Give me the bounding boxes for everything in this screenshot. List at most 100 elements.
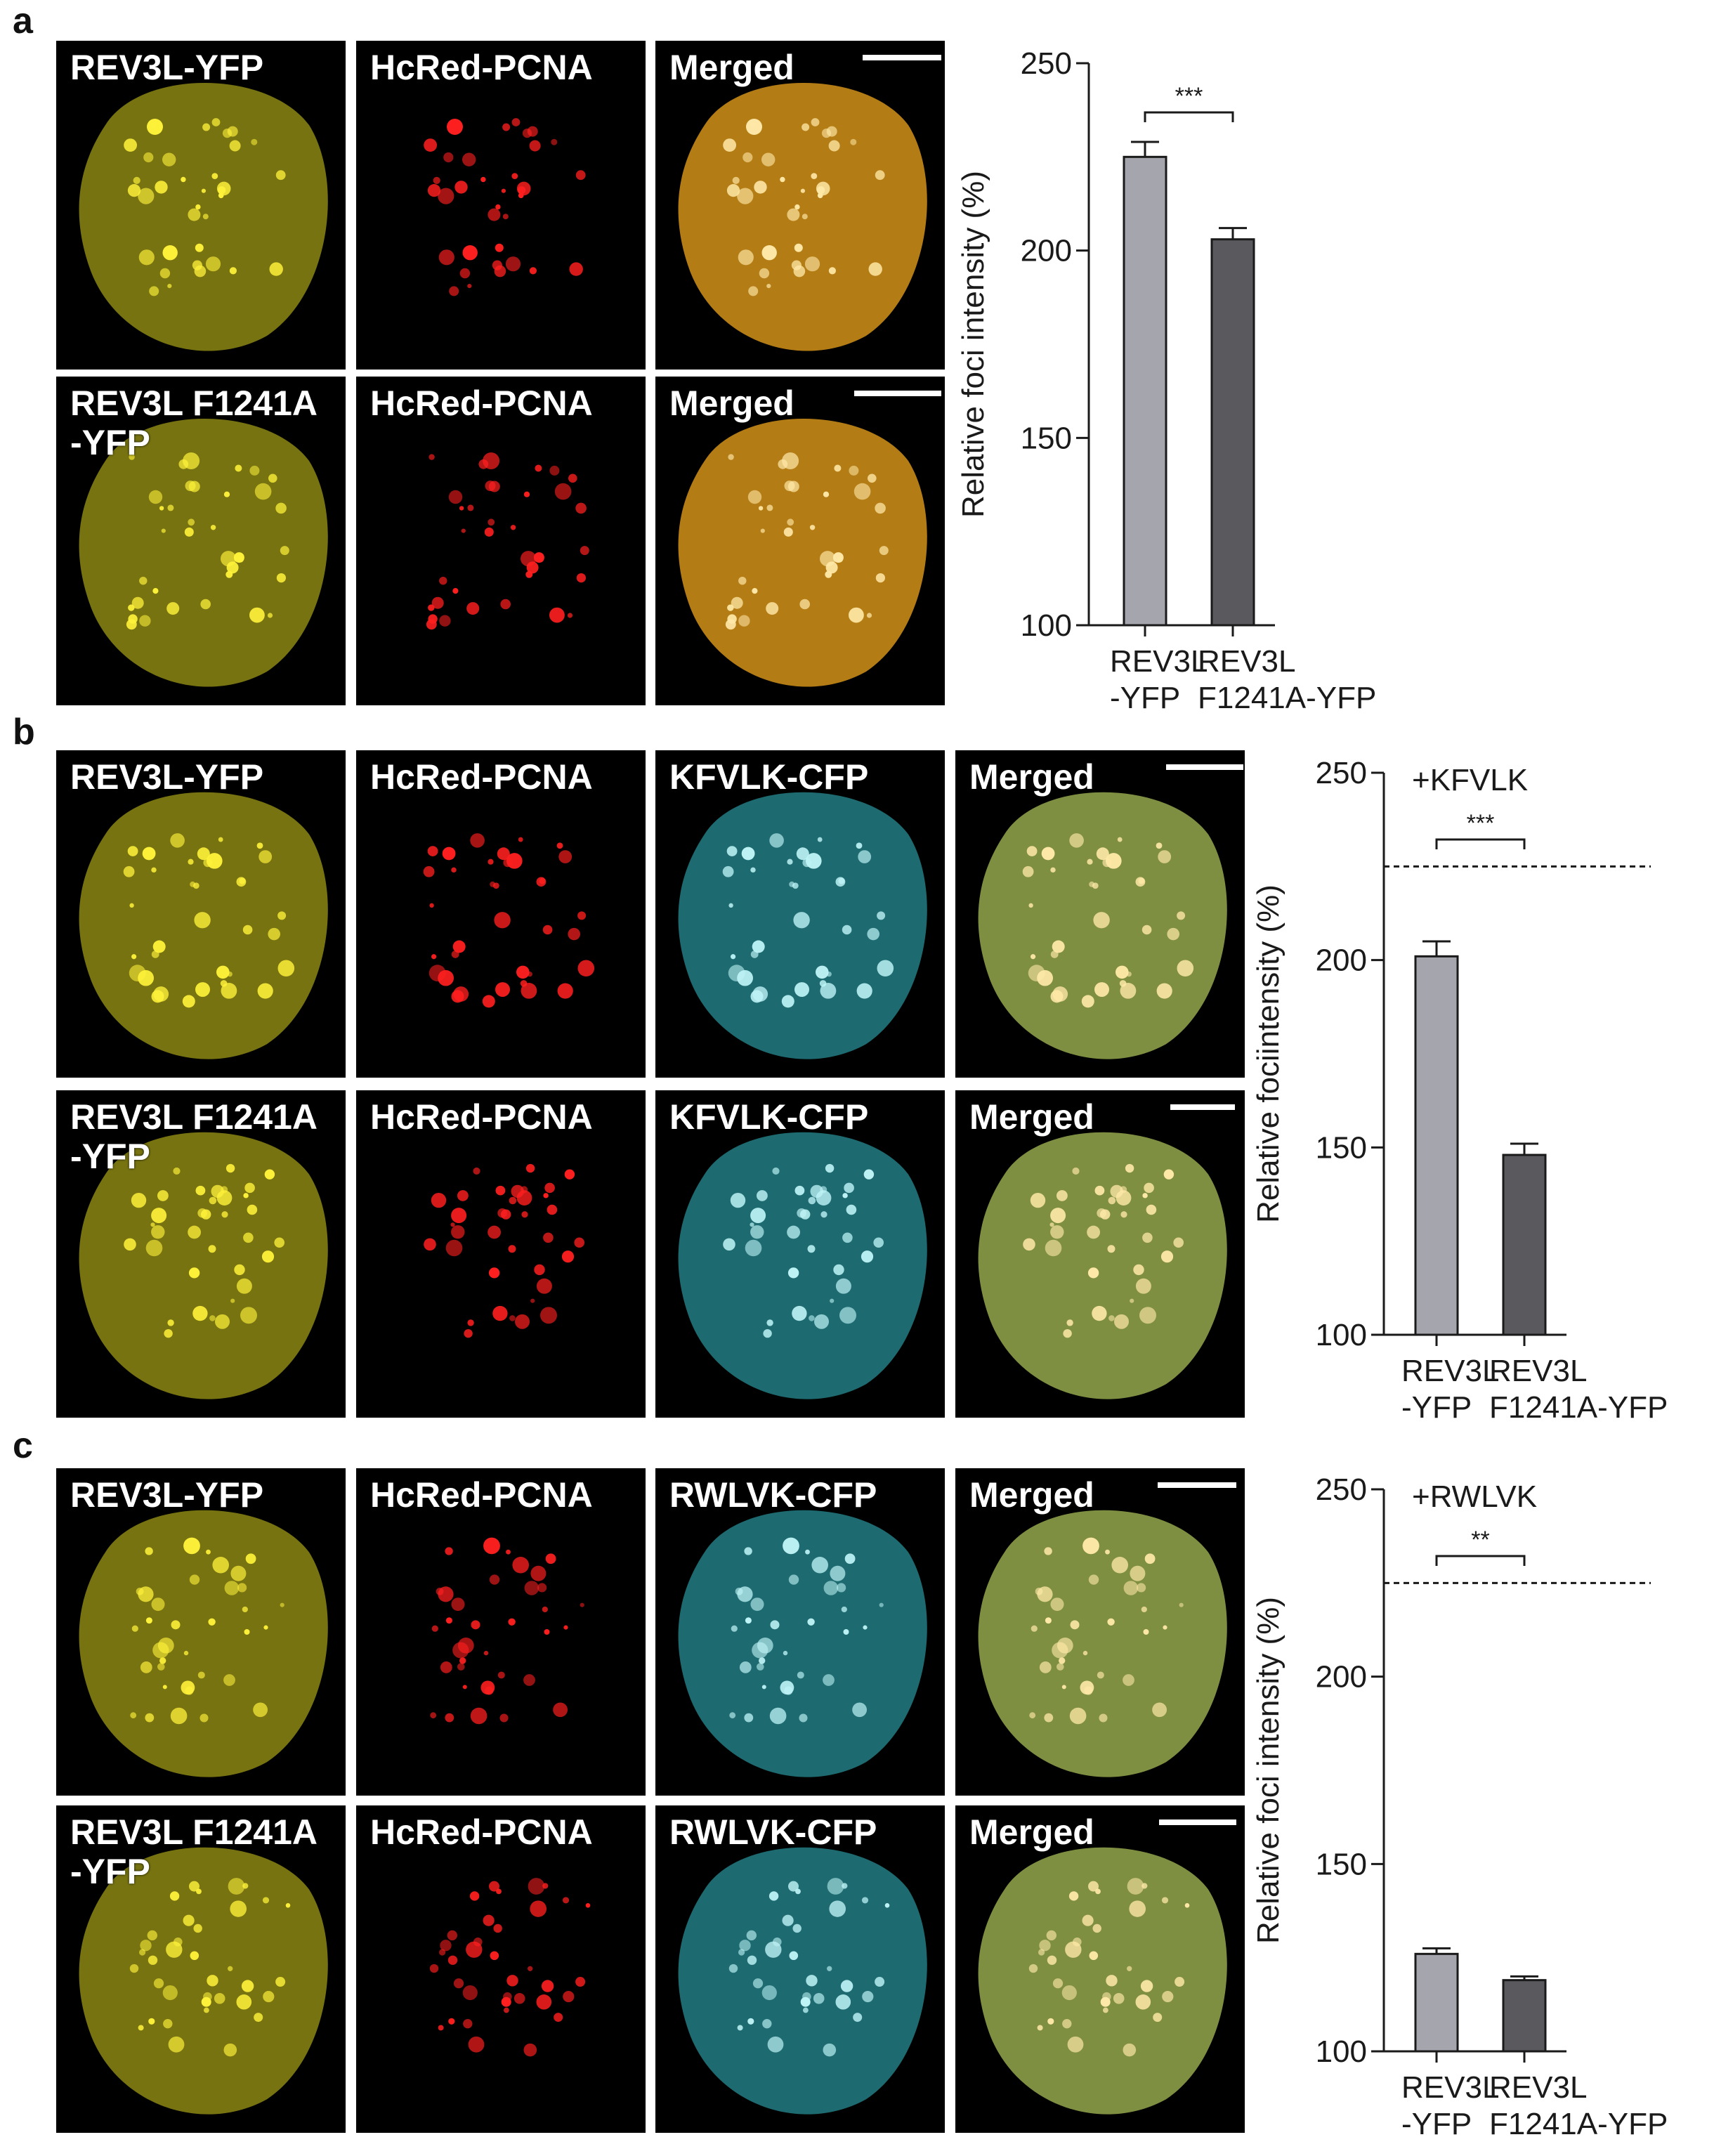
cell-image: [978, 1847, 1227, 2115]
focus-spot: [529, 267, 537, 275]
focus-spot: [841, 1606, 847, 1613]
focus-spot: [529, 140, 541, 152]
focus-spot: [488, 208, 501, 221]
focus-spot: [163, 2018, 173, 2029]
focus-spot: [521, 1211, 528, 1218]
focus-spot: [159, 1657, 166, 1664]
focus-spot: [1044, 1713, 1054, 1723]
focus-spot: [800, 1209, 811, 1220]
focus-spot: [152, 588, 159, 594]
focus-spot: [788, 1574, 799, 1585]
focus-spot: [796, 847, 809, 861]
focus-spot: [554, 2013, 563, 2023]
y-tick-label: 100: [1316, 2034, 1367, 2069]
focus-spot: [424, 138, 437, 152]
focus-spot: [549, 607, 565, 623]
focus-spot: [228, 1878, 245, 1895]
focus-spot: [169, 1891, 180, 1901]
focus-spot: [218, 837, 223, 842]
focus-spot: [1092, 1923, 1101, 1933]
focus-spot: [1111, 1557, 1128, 1574]
focus-spot: [497, 847, 510, 861]
focus-spot: [1082, 1650, 1088, 1656]
focus-spot: [853, 2013, 863, 2023]
focus-spot: [428, 454, 435, 460]
scale-bar: [863, 55, 941, 60]
focus-spot: [467, 284, 472, 289]
focus-spot: [1146, 1204, 1157, 1215]
focus-spot: [523, 2043, 537, 2057]
focus-spot: [800, 1997, 811, 2007]
focus-spot: [769, 833, 784, 848]
focus-spot: [1116, 965, 1129, 979]
cell-image: [424, 1163, 584, 1338]
focus-spot: [451, 1208, 467, 1224]
focus-spot: [162, 152, 176, 166]
focus-spot: [536, 1994, 552, 2010]
focus-spot: [516, 181, 531, 196]
panel-letter-c: c: [13, 1425, 33, 1466]
focus-spot: [543, 1193, 549, 1198]
focus-spot: [808, 1196, 816, 1205]
focus-spot: [466, 602, 480, 615]
focus-spot: [482, 995, 495, 1008]
focus-spot: [761, 152, 776, 166]
focus-spot: [488, 1267, 500, 1279]
focus-spot: [1046, 1930, 1056, 1941]
focus-spot: [212, 1557, 229, 1574]
focus-spot: [739, 1661, 752, 1673]
focus-spot: [461, 528, 466, 533]
cell-body: [978, 1510, 1227, 1777]
focus-spot: [1107, 1618, 1115, 1626]
focus-spot: [761, 1685, 766, 1690]
focus-spot: [244, 1182, 255, 1194]
focus-spot: [454, 181, 468, 194]
focus-spot: [1045, 1239, 1062, 1257]
micrograph-c-1-rwlvk-cfp: RWLVK-CFP: [655, 1468, 945, 1796]
focus-spot: [537, 1583, 547, 1593]
focus-spot: [505, 256, 521, 272]
focus-spot: [748, 286, 759, 296]
focus-spot: [189, 1574, 200, 1585]
focus-spot: [530, 1900, 547, 1917]
focus-spot: [1031, 954, 1036, 960]
focus-spot: [823, 2043, 837, 2057]
focus-spot: [843, 1629, 849, 1635]
focus-spot: [1139, 1307, 1156, 1324]
focus-spot: [129, 1964, 139, 1973]
focus-spot: [750, 1225, 764, 1239]
focus-spot: [215, 1314, 230, 1329]
focus-spot: [516, 965, 530, 979]
focus-spot: [243, 1193, 249, 1198]
focus-spot: [170, 1707, 188, 1725]
focus-spot: [568, 473, 577, 483]
focus-spot: [244, 1629, 250, 1635]
scale-bar: [1158, 1482, 1236, 1488]
focus-spot: [210, 525, 216, 530]
focus-spot: [875, 502, 886, 514]
focus-spot: [1072, 1167, 1080, 1175]
focus-spot: [145, 1239, 163, 1257]
focus-spot: [759, 1657, 766, 1664]
focus-spot: [488, 1225, 501, 1239]
focus-spot: [569, 262, 583, 276]
focus-spot: [1069, 1707, 1087, 1725]
focus-spot: [725, 619, 736, 630]
focus-spot: [263, 1990, 275, 2003]
focus-spot: [758, 506, 764, 511]
focus-spot: [1120, 1211, 1127, 1218]
focus-spot: [190, 1951, 199, 1961]
focus-spot: [787, 858, 793, 865]
focus-spot: [875, 573, 885, 583]
micrograph-a-2-hcred-pcna: HcRed-PCNA: [356, 377, 646, 705]
x-tick-label: REV3L F1241A-YFP: [1489, 1354, 1668, 1425]
focus-spot: [142, 847, 156, 861]
focus-spot: [542, 925, 553, 935]
x-tick-label-line: REV3L: [1110, 644, 1208, 679]
focus-spot: [547, 1204, 558, 1215]
focus-spot: [816, 1190, 832, 1206]
focus-spot: [813, 1992, 825, 2004]
focus-spot: [761, 1985, 777, 2001]
focus-spot: [1094, 982, 1109, 997]
cell-body: [79, 1847, 328, 2115]
